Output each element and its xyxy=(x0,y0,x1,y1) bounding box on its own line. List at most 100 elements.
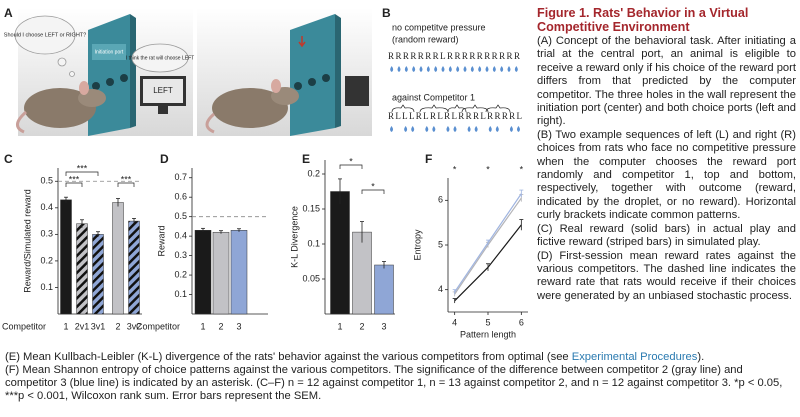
caption-text: ). xyxy=(697,351,705,363)
x-tick-label: 2v1 xyxy=(75,321,90,331)
droplet xyxy=(507,66,511,72)
rat-body xyxy=(212,88,288,128)
x-tick-label: 1 xyxy=(200,321,205,331)
caption-paragraph: (D) First-session mean reward rates agai… xyxy=(537,249,796,302)
droplet xyxy=(425,126,429,132)
rat-ear xyxy=(79,81,89,95)
significance-label: * xyxy=(520,164,524,174)
x-tick-label: 3v2 xyxy=(127,321,142,331)
droplet xyxy=(404,66,408,72)
panel-label: C xyxy=(4,152,13,166)
y-tick-label: 0.2 xyxy=(174,269,187,279)
panel-label: B xyxy=(382,6,391,20)
bar xyxy=(212,231,230,315)
monitor-stand xyxy=(158,106,168,114)
significance-label: *** xyxy=(77,163,88,173)
droplet xyxy=(509,126,513,132)
bar xyxy=(92,234,104,315)
droplet xyxy=(514,66,518,72)
x-tick-label: 1 xyxy=(63,321,68,331)
droplet xyxy=(441,66,445,72)
droplet xyxy=(446,126,450,132)
bar xyxy=(352,231,372,315)
significance-bracket xyxy=(117,182,135,187)
y-axis-label: Reward/Simulated reward xyxy=(22,189,32,293)
significance-label: *** xyxy=(121,174,132,184)
sequence: RRRRRRRLRRRRRRRRRR xyxy=(388,51,520,61)
y-tick-label: 0.1 xyxy=(40,282,53,292)
droplet xyxy=(419,66,423,72)
droplet xyxy=(448,66,452,72)
bar xyxy=(128,220,140,315)
rat-tail xyxy=(16,110,28,134)
thought-dot xyxy=(69,71,75,77)
rat-ear xyxy=(271,79,281,93)
panel-label: F xyxy=(425,152,432,166)
y-tick-label: 0.7 xyxy=(174,172,187,182)
y-tick-label: 0.3 xyxy=(40,229,53,239)
significance-label: * xyxy=(453,164,457,174)
caption-title: Figure 1. Rats' Behavior in a Virtual Co… xyxy=(537,6,749,34)
y-tick-label: 0.5 xyxy=(40,176,53,186)
y-tick-label: 0.05 xyxy=(302,273,320,283)
significance-label: * xyxy=(371,181,375,191)
droplet xyxy=(390,126,394,132)
y-axis-label: Entropy xyxy=(412,229,422,261)
x-tick-label: 2 xyxy=(115,321,120,331)
caption-link[interactable]: Experimental Procedures xyxy=(571,351,698,363)
curly-bracket xyxy=(419,104,449,113)
droplet xyxy=(470,66,474,72)
caption-paragraph: (F) Mean Shannon entropy of choice patte… xyxy=(5,364,783,402)
port xyxy=(322,74,330,82)
y-tick-label: 6 xyxy=(438,195,443,205)
y-tick-label: 0.1 xyxy=(174,289,187,299)
bar xyxy=(76,223,88,315)
bar xyxy=(194,230,212,315)
thought-dot xyxy=(57,57,67,67)
sequence-title: against Competitor 1 xyxy=(392,92,475,102)
panel-label: D xyxy=(160,152,169,166)
rat-tail xyxy=(205,112,216,134)
droplet xyxy=(516,126,520,132)
wall-side xyxy=(335,14,341,128)
y-tick-label: 0.5 xyxy=(174,211,187,221)
caption-paragraph: (C) Real reward (solid bars) in actual p… xyxy=(537,222,796,249)
droplet xyxy=(488,126,492,132)
y-tick-label: 0.15 xyxy=(302,203,320,213)
caption-paragraph: (A) Concept of the behavioral task. Afte… xyxy=(537,35,796,128)
x-axis-label: Competitor xyxy=(136,321,180,331)
x-axis-label: Competitor xyxy=(2,321,46,331)
x-axis-label: Pattern length xyxy=(460,329,516,339)
thought-bubble xyxy=(14,15,76,55)
y-axis-label: Reward xyxy=(156,225,166,256)
x-tick-label: 1 xyxy=(337,321,342,331)
x-tick-label: 5 xyxy=(485,317,490,327)
caption-bottom: (E) Mean Kullbach-Leibler (K-L) divergen… xyxy=(5,351,795,403)
y-tick-label: 0.2 xyxy=(40,255,53,265)
caption-side: Figure 1. Rats' Behavior in a Virtual Co… xyxy=(537,6,796,303)
y-tick-label: 0.1 xyxy=(307,238,320,248)
port xyxy=(294,82,302,90)
droplet xyxy=(463,66,467,72)
droplet xyxy=(478,66,482,72)
caption-text: (E) Mean Kullbach-Leibler (K-L) divergen… xyxy=(5,351,572,363)
y-axis-label: K-L Divergence xyxy=(289,206,299,268)
x-tick-label: 3 xyxy=(236,321,241,331)
y-tick-label: 0.4 xyxy=(40,202,53,212)
panel-label: A xyxy=(4,6,13,20)
x-tick-label: 2 xyxy=(218,321,223,331)
droplet xyxy=(456,66,460,72)
y-tick-label: 0.6 xyxy=(174,192,187,202)
droplet xyxy=(397,66,401,72)
y-tick-label: 0.2 xyxy=(307,168,320,178)
x-tick-label: 4 xyxy=(452,317,457,327)
panel-label: E xyxy=(302,152,310,166)
thought-bubble xyxy=(131,43,189,73)
caption-paragraph: (B) Two example sequences of left (L) an… xyxy=(537,128,796,222)
thought-text: Should I choose LEFT or RIGHT? xyxy=(4,32,86,38)
significance-bracket xyxy=(65,182,83,187)
significance-bracket xyxy=(65,171,99,176)
x-tick-label: 3v1 xyxy=(91,321,106,331)
droplet xyxy=(404,126,408,132)
